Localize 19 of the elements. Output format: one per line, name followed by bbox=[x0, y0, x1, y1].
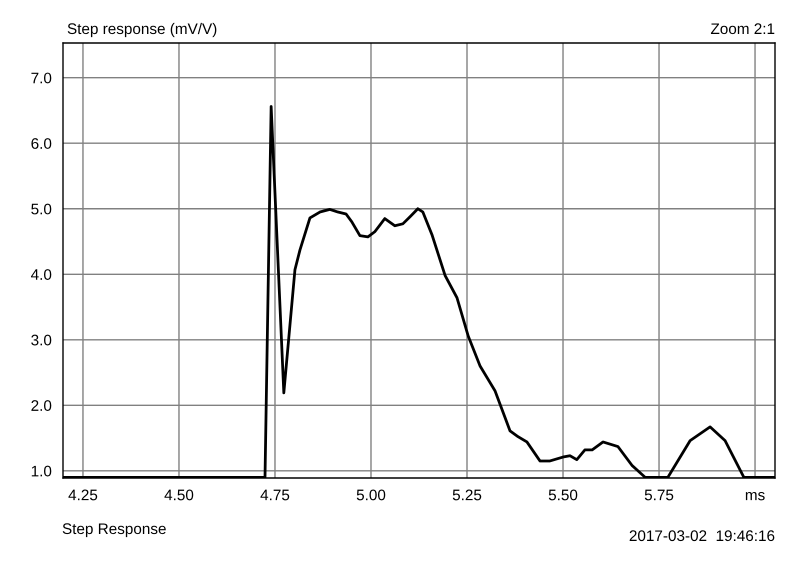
y-tick-label: 5.0 bbox=[31, 204, 52, 214]
x-tick-label: 5.25 bbox=[452, 490, 482, 500]
y-tick-label: 4.0 bbox=[31, 269, 52, 280]
text: Zoom 2:1 bbox=[710, 23, 774, 34]
y-tick-label: 6.0 bbox=[31, 138, 52, 149]
x-tick-label: 5.00 bbox=[356, 490, 386, 500]
text: 2017-03-02 19:46:16 bbox=[630, 530, 774, 542]
x-tick-label: 4.50 bbox=[164, 490, 194, 500]
y-tick-label: 3.0 bbox=[31, 334, 52, 346]
chart-title: Step response (mV/V) bbox=[68, 22, 216, 38]
x-tick-label: 5.75 bbox=[644, 490, 674, 500]
y-tick-label: 1.0 bbox=[32, 466, 52, 476]
y-tick-label: 2.0 bbox=[31, 400, 52, 411]
x-tick-label: 5.50 bbox=[548, 490, 578, 500]
x-tick-label: 4.25 bbox=[68, 490, 98, 500]
x-tick-label: 4.75 bbox=[260, 490, 290, 500]
y-tick-label: 7.0 bbox=[31, 72, 52, 84]
x-tick-label: ms bbox=[746, 492, 765, 500]
text: Step Response bbox=[62, 523, 166, 538]
